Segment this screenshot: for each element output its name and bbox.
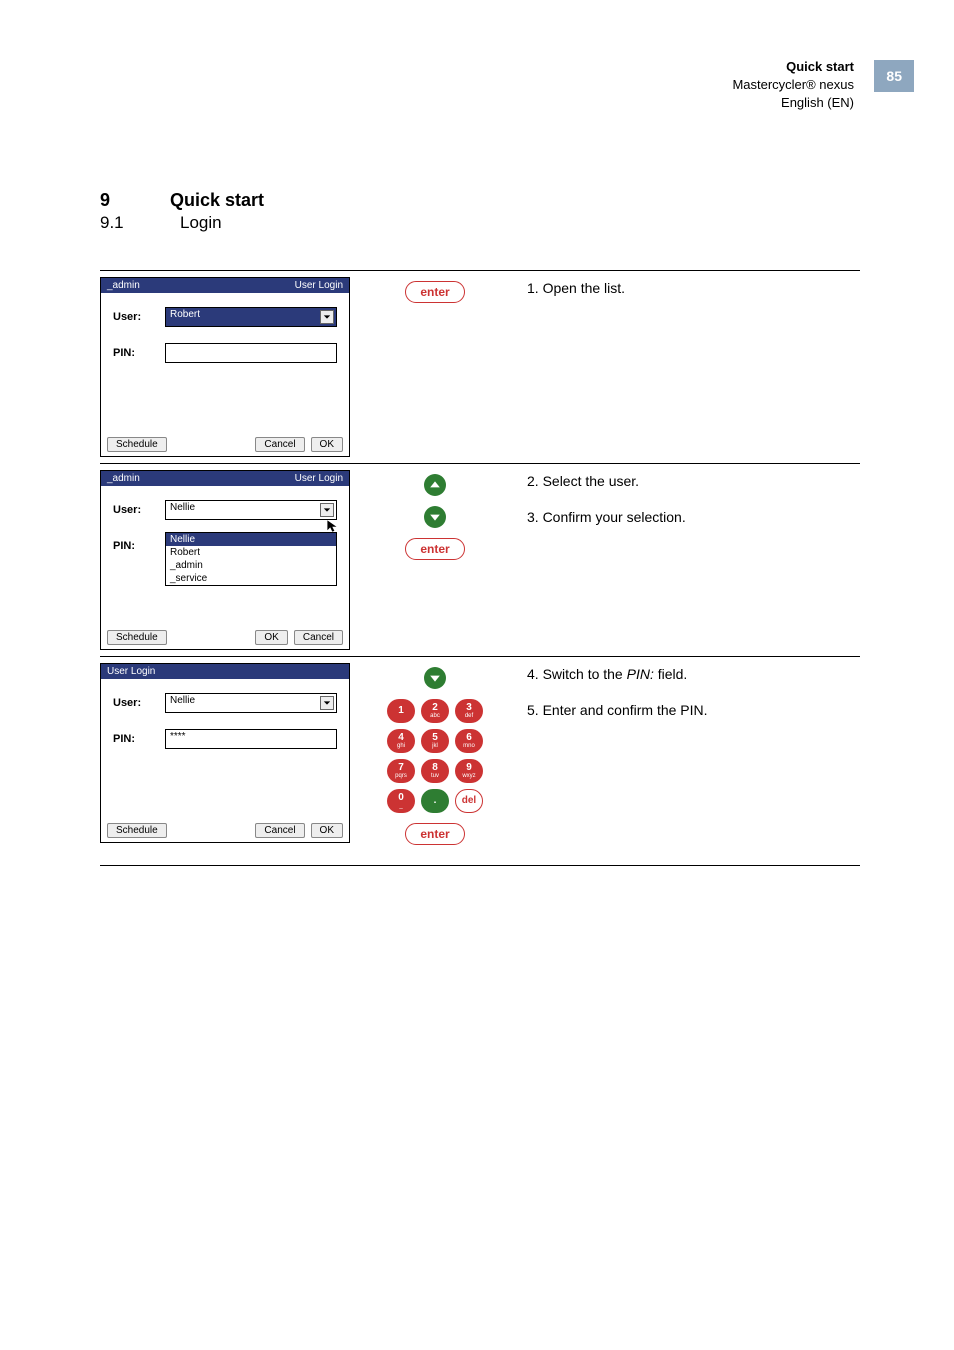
step-text: 5. Enter and confirm the PIN. <box>527 699 856 721</box>
user-label: User: <box>113 504 165 516</box>
dropdown-option[interactable]: Robert <box>166 546 336 559</box>
schedule-button[interactable]: Schedule <box>107 823 167 838</box>
key-9: 9wxyz <box>455 759 483 783</box>
page-number-badge: 85 <box>874 60 914 92</box>
key-1: 1 <box>387 699 415 723</box>
key-0: 0_ <box>387 789 415 813</box>
user-dropdown-value: Robert <box>170 309 200 320</box>
key-6: 6mno <box>455 729 483 753</box>
arrow-down-icon <box>424 667 446 689</box>
ok-button[interactable]: OK <box>311 437 343 452</box>
window-titlebar: _admin User Login <box>101 278 349 293</box>
dropdown-option[interactable]: _admin <box>166 559 336 572</box>
table-row: _admin User Login User: Nellie <box>100 463 860 656</box>
cancel-button[interactable]: Cancel <box>294 630 343 645</box>
instruction-cell: 4. Switch to the PIN: field. 5. Enter an… <box>515 657 860 865</box>
header-title: Quick start <box>732 58 854 76</box>
dropdown-option[interactable]: Nellie <box>166 533 336 546</box>
key-8: 8tuv <box>421 759 449 783</box>
arrow-down-icon <box>424 506 446 528</box>
window-titlebar: _admin User Login <box>101 471 349 486</box>
titlebar-right: User Login <box>295 473 343 484</box>
key-dot: . <box>421 789 449 813</box>
user-dropdown-value: Nellie <box>170 695 195 706</box>
screenshot-cell: User Login User: Nellie PIN <box>100 657 355 865</box>
titlebar-left: _admin <box>107 473 140 484</box>
login-screenshot-3: User Login User: Nellie PIN <box>100 663 350 843</box>
schedule-button[interactable]: Schedule <box>107 630 167 645</box>
key-7: 7pqrs <box>387 759 415 783</box>
numeric-keypad-icon: 1 2abc 3def 4ghi 5jkl 6mno 7pqrs 8tuv 9w… <box>387 699 483 813</box>
steps-table: _admin User Login User: Robert <box>100 270 860 866</box>
chevron-down-icon[interactable] <box>320 310 334 324</box>
chapter-number: 9 <box>100 190 120 211</box>
user-dropdown-value: Nellie <box>170 502 195 513</box>
header-lang: English (EN) <box>732 94 854 112</box>
user-dropdown[interactable]: Robert <box>165 307 337 327</box>
login-screenshot-2: _admin User Login User: Nellie <box>100 470 350 650</box>
titlebar-left: _admin <box>107 280 140 291</box>
user-label: User: <box>113 697 165 709</box>
arrow-up-icon <box>424 474 446 496</box>
running-header: Quick start Mastercycler® nexus English … <box>732 58 854 113</box>
action-cell: enter <box>355 271 515 463</box>
titlebar-right: User Login <box>107 666 155 677</box>
section-title: Login <box>180 213 222 233</box>
table-row: User Login User: Nellie PIN <box>100 656 860 866</box>
pin-label: PIN: <box>113 540 165 552</box>
pin-value: **** <box>170 731 186 742</box>
ok-button[interactable]: OK <box>255 630 287 645</box>
action-cell: 1 2abc 3def 4ghi 5jkl 6mno 7pqrs 8tuv 9w… <box>355 657 515 865</box>
user-dropdown[interactable]: Nellie <box>165 693 337 713</box>
action-cell: enter <box>355 464 515 656</box>
screenshot-cell: _admin User Login User: Nellie <box>100 464 355 656</box>
step-text: 1. Open the list. <box>527 277 856 299</box>
titlebar-right: User Login <box>295 280 343 291</box>
key-5: 5jkl <box>421 729 449 753</box>
window-titlebar: User Login <box>101 664 349 679</box>
key-del: del <box>455 789 483 813</box>
pin-field[interactable]: **** <box>165 729 337 749</box>
step-text: 3. Confirm your selection. <box>527 506 856 528</box>
step-text: 4. Switch to the PIN: field. <box>527 663 856 685</box>
header-product: Mastercycler® nexus <box>732 76 854 94</box>
pin-label: PIN: <box>113 347 165 359</box>
chevron-down-icon[interactable] <box>320 696 334 710</box>
table-row: _admin User Login User: Robert <box>100 270 860 463</box>
enter-key-icon: enter <box>405 281 464 303</box>
enter-key-icon: enter <box>405 538 464 560</box>
login-screenshot-1: _admin User Login User: Robert <box>100 277 350 457</box>
user-dropdown[interactable]: Nellie <box>165 500 337 520</box>
key-3: 3def <box>455 699 483 723</box>
dropdown-option[interactable]: _service <box>166 572 336 585</box>
user-dropdown-list[interactable]: Nellie Robert _admin _service <box>165 532 337 586</box>
section-number: 9.1 <box>100 213 130 233</box>
screenshot-cell: _admin User Login User: Robert <box>100 271 355 463</box>
instruction-cell: 1. Open the list. <box>515 271 860 463</box>
cancel-button[interactable]: Cancel <box>255 823 304 838</box>
chapter-heading-block: 9 Quick start 9.1 Login <box>100 190 264 233</box>
instruction-cell: 2. Select the user. 3. Confirm your sele… <box>515 464 860 656</box>
key-2: 2abc <box>421 699 449 723</box>
chevron-down-icon[interactable] <box>320 503 334 517</box>
user-label: User: <box>113 311 165 323</box>
pin-field[interactable] <box>165 343 337 363</box>
step-text: 2. Select the user. <box>527 470 856 492</box>
pin-label: PIN: <box>113 733 165 745</box>
chapter-title: Quick start <box>170 190 264 211</box>
schedule-button[interactable]: Schedule <box>107 437 167 452</box>
cancel-button[interactable]: Cancel <box>255 437 304 452</box>
key-4: 4ghi <box>387 729 415 753</box>
ok-button[interactable]: OK <box>311 823 343 838</box>
enter-key-icon: enter <box>405 823 464 845</box>
